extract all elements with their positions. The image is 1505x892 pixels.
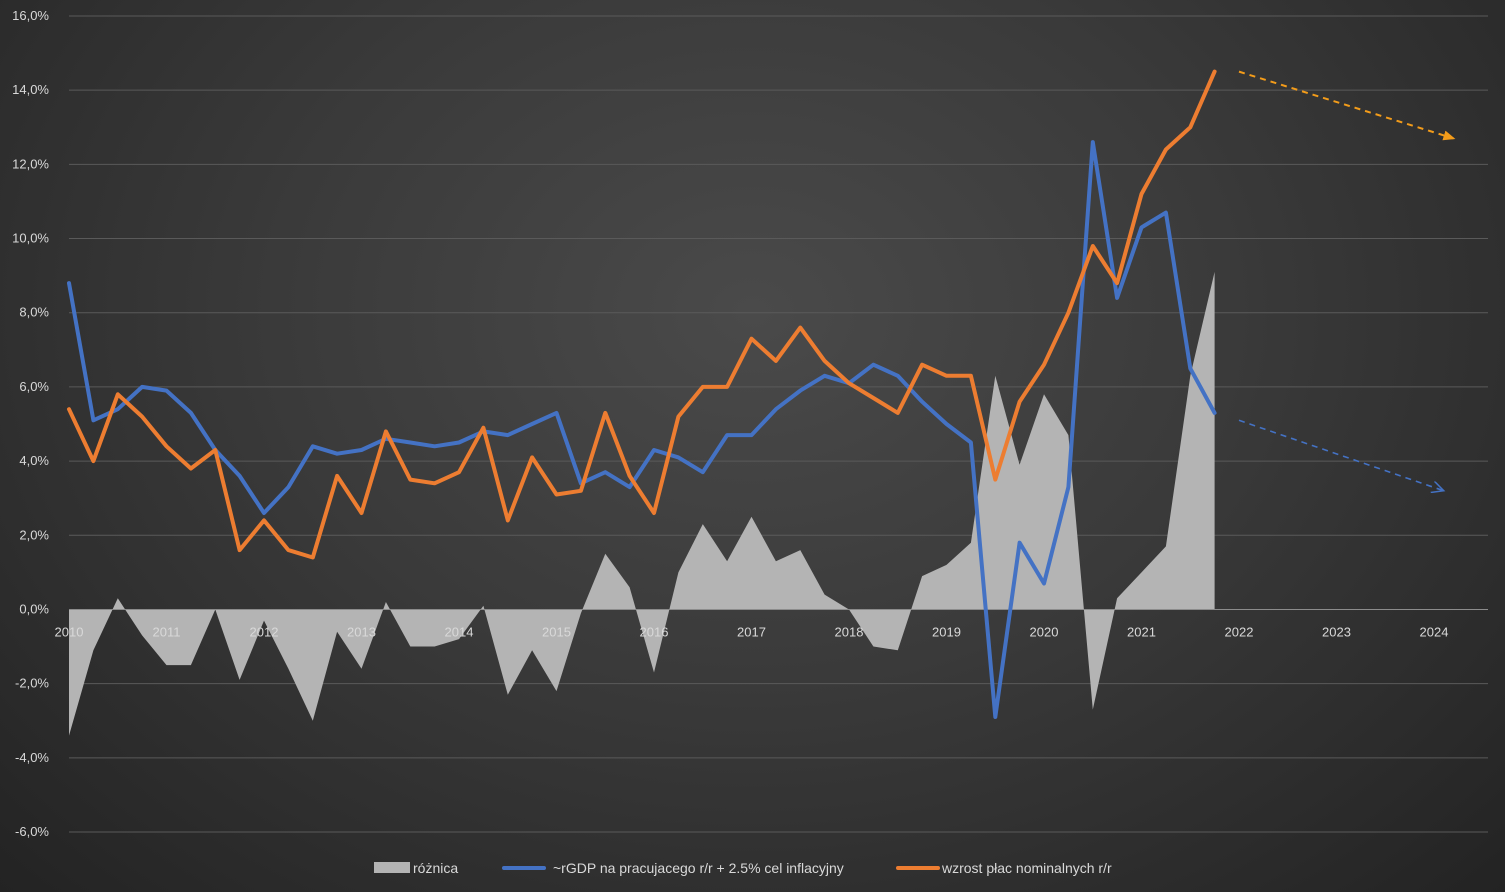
y-tick-label: 16,0% — [12, 8, 49, 23]
x-tick-label: 2022 — [1225, 624, 1254, 639]
y-tick-label: 6,0% — [19, 379, 49, 394]
y-axis-ticks: -6,0% -4,0% -2,0% 0,0% 2,0% 4,0% 6,0% 8,0% 10,0%… — [12, 8, 49, 839]
x-tick-label: 2023 — [1322, 624, 1351, 639]
legend-item: wzrost płac nominalnych r/r — [896, 860, 1112, 876]
y-tick-label: 12,0% — [12, 156, 49, 171]
legend-item: ~rGDP na pracujacego r/r + 2.5% cel infl… — [502, 860, 844, 876]
x-tick-label: 2012 — [250, 624, 279, 639]
forecast-arrows — [1238, 70, 1456, 491]
forecast-arrow-wages — [1238, 70, 1456, 141]
x-tick-label: 2011 — [153, 624, 181, 639]
difference-area — [69, 271, 1215, 736]
y-tick-label: 2,0% — [19, 527, 49, 542]
legend-swatch — [374, 862, 410, 873]
legend-label: różnica — [413, 860, 458, 876]
y-tick-label: 10,0% — [12, 231, 49, 246]
y-tick-label: 4,0% — [19, 453, 49, 468]
x-tick-label: 2024 — [1420, 624, 1449, 639]
legend: różnica ~rGDP na pracujacego r/r + 2.5% c… — [374, 860, 1112, 876]
series-area-roznica — [69, 271, 1215, 736]
x-tick-label: 2015 — [542, 624, 571, 639]
y-tick-label: 0,0% — [19, 601, 49, 616]
x-tick-label: 2013 — [347, 624, 376, 639]
x-tick-label: 2021 — [1127, 624, 1156, 639]
legend-label: ~rGDP na pracujacego r/r + 2.5% cel infl… — [553, 860, 844, 876]
series-line-2 — [67, 69, 1217, 560]
x-tick-label: 2014 — [445, 624, 474, 639]
x-axis-ticks: 2010 2011 2012 2013 2014 2015 2016 2017 2018 2019… — [55, 624, 1449, 639]
forecast-arrow-rgdp — [1238, 419, 1444, 490]
legend-label: wzrost płac nominalnych r/r — [941, 860, 1112, 876]
legend-item: różnica — [374, 860, 458, 876]
gridlines — [69, 15, 1488, 833]
y-tick-label: -6,0% — [15, 824, 49, 839]
series-line-1 — [67, 140, 1217, 719]
y-tick-label: -2,0% — [15, 676, 49, 691]
x-tick-label: 2010 — [55, 624, 84, 639]
y-tick-label: 8,0% — [19, 305, 49, 320]
x-tick-label: 2017 — [737, 624, 766, 639]
y-tick-label: 14,0% — [12, 82, 49, 97]
y-tick-label: -4,0% — [15, 750, 49, 765]
x-tick-label: 2020 — [1030, 624, 1059, 639]
x-tick-label: 2019 — [932, 624, 961, 639]
x-tick-label: 2018 — [835, 624, 864, 639]
series-lines — [67, 69, 1217, 719]
x-tick-label: 2016 — [640, 624, 669, 639]
